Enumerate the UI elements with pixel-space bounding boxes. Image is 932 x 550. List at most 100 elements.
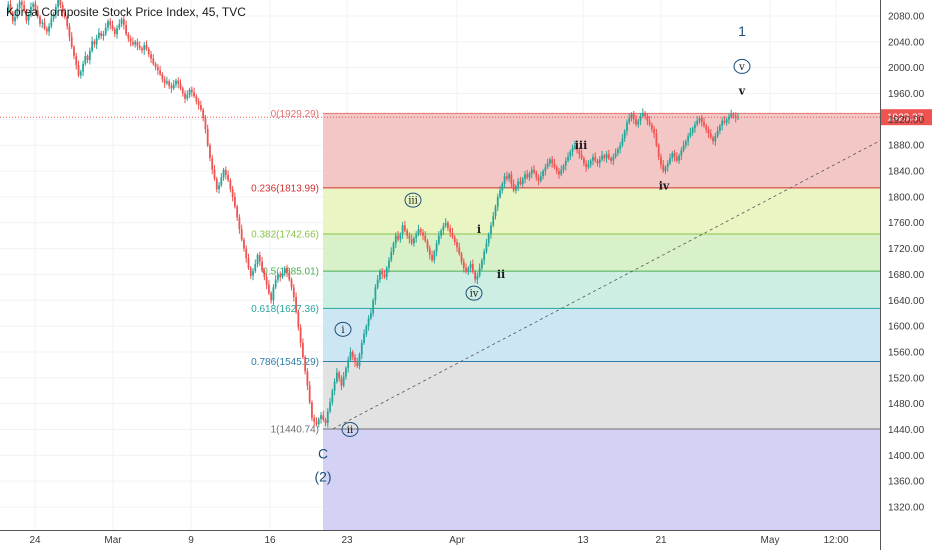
candle-body [61,5,64,13]
candle-body [680,150,683,156]
candle-body [20,1,23,6]
candle-body [345,368,347,377]
candle-body [315,421,318,425]
wave-label-circled: v [738,62,745,73]
candle-body [709,133,712,138]
candle-body [197,101,200,106]
candle-body [650,124,653,130]
candle-body [88,50,91,60]
candle-body [299,327,302,343]
candle-body [186,94,189,99]
candle-body [453,236,456,243]
candle-body [582,158,585,164]
fib-zone [323,187,880,234]
candle-body [175,80,177,85]
chart-title: Korea Composite Stock Price Index, 45, T… [6,5,246,19]
fibonacci-retracement[interactable]: 0(1929.29) 0.236(1813.99) 0.382(1742.66) 0.… [251,109,880,530]
candle-body [369,313,372,319]
candle-body [111,25,114,29]
candle-body [156,67,159,71]
y-tick-label: 1480.00 [888,399,925,410]
trend-line-dashed[interactable] [332,140,881,430]
wave-label-circled: iv [470,289,479,300]
candle-body [653,129,656,134]
fib-level-label: 0.5(1685.01) [262,267,319,278]
candle-body [426,240,429,249]
y-tick-label: 1960.00 [888,89,925,100]
candle-body [9,4,12,13]
candle-body [616,149,619,153]
candle-body [249,267,252,276]
candle-body [626,122,628,131]
y-tick-label: 1880.00 [888,141,925,152]
candle-body [623,130,626,139]
candle-body [236,206,239,218]
candle-body [379,271,381,280]
candle-body [569,151,572,157]
candle-body [39,16,41,24]
candle-body [238,217,241,230]
wave-label-plain: ii [497,268,505,281]
candle-body [555,167,558,172]
candle-body [700,118,703,122]
candle-body [77,65,80,76]
candle-body [127,34,130,39]
candle-body [279,274,282,278]
candle-body [703,121,705,126]
candle-body [399,234,402,240]
candle-body [403,225,406,231]
wave-label-plain: iii [575,139,588,152]
candle-body [628,118,631,123]
candle-body [107,21,109,28]
candle-body [240,229,243,240]
candle-body [104,27,107,35]
candle-body [499,190,501,197]
candle-body [462,261,465,268]
candle-body [116,28,118,35]
candle-body [252,271,254,276]
candle-body [587,164,590,168]
candle-body [521,178,524,184]
candle-body [440,230,443,236]
candle-body [340,378,343,386]
candle-body [199,105,202,110]
candle-body [481,260,483,268]
candle-body [607,154,610,159]
candle-body [45,28,48,32]
candle-body [288,272,291,280]
candle-body [678,155,680,161]
candle-body [48,26,50,32]
candle-body [433,251,436,261]
candle-body [27,15,30,21]
candle-body [84,56,87,64]
y-tick-label: 1600.00 [888,322,925,333]
candle-body [515,186,517,191]
candle-body [571,147,574,152]
candle-body [313,417,316,422]
fib-zone [323,113,880,188]
candle-body [646,116,649,121]
candle-body [261,261,263,271]
candle-body [272,287,275,301]
candle-body [333,381,336,391]
candle-body [424,235,427,241]
candle-body [100,32,103,37]
candle-body [290,279,293,288]
candle-body [413,238,415,244]
candle-body [229,180,232,190]
candle-body [503,176,506,184]
x-tick-label: 13 [577,535,589,546]
candle-body [163,79,166,84]
candle-body [43,22,46,29]
candle-body [59,0,62,6]
candle-body [539,176,542,181]
candle-body [612,156,615,161]
candle-body [406,230,409,236]
wave-circle [404,192,422,208]
trend-line[interactable] [332,140,881,430]
candle-body [109,21,112,26]
